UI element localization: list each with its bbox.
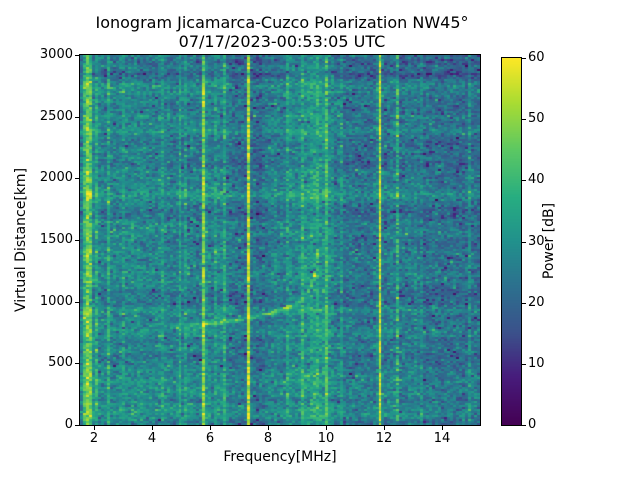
plot-area — [79, 54, 481, 426]
y-tick-label: 500 — [48, 355, 73, 370]
colorbar-tick-label: 0 — [528, 417, 537, 432]
x-axis-label: Frequency[MHz] — [223, 449, 337, 465]
colorbar-tick-label: 30 — [528, 234, 545, 249]
x-tick-label: 12 — [375, 431, 393, 446]
y-tick — [75, 363, 79, 364]
y-tick-label: 3000 — [39, 47, 73, 62]
x-tick — [442, 426, 443, 430]
ionogram-heatmap — [80, 55, 480, 425]
x-tick — [326, 426, 327, 430]
colorbar-gradient — [502, 58, 521, 425]
x-tick — [210, 426, 211, 430]
x-tick — [384, 426, 385, 430]
colorbar-tick-label: 50 — [528, 111, 545, 126]
colorbar-tick-label: 60 — [528, 50, 545, 65]
y-tick-label: 1000 — [39, 294, 73, 309]
y-tick — [75, 55, 79, 56]
y-tick-label: 2000 — [39, 170, 73, 185]
y-tick-label: 2500 — [39, 109, 73, 124]
y-tick-label: 1500 — [39, 232, 73, 247]
x-tick-label: 6 — [205, 431, 215, 446]
chart-title: Ionogram Jicamarca-Cuzco Polarization NW… — [95, 13, 469, 32]
colorbar-tick — [522, 180, 526, 181]
y-tick — [75, 425, 79, 426]
colorbar-tick-label: 10 — [528, 356, 545, 371]
x-tick — [152, 426, 153, 430]
colorbar-tick — [522, 364, 526, 365]
x-tick-label: 4 — [147, 431, 157, 446]
colorbar-tick — [522, 119, 526, 120]
x-tick — [268, 426, 269, 430]
x-tick — [94, 426, 95, 430]
colorbar — [501, 57, 522, 426]
x-tick-label: 2 — [89, 431, 99, 446]
y-tick-label: 0 — [64, 417, 73, 432]
colorbar-tick — [522, 425, 526, 426]
y-tick — [75, 117, 79, 118]
colorbar-tick-label: 20 — [528, 295, 545, 310]
x-tick-label: 8 — [263, 431, 273, 446]
colorbar-tick — [522, 242, 526, 243]
colorbar-tick-label: 40 — [528, 172, 545, 187]
x-tick-label: 10 — [317, 431, 335, 446]
y-tick — [75, 240, 79, 241]
chart-subtitle: 07/17/2023-00:53:05 UTC — [178, 32, 386, 51]
colorbar-tick — [522, 303, 526, 304]
y-tick — [75, 178, 79, 179]
x-tick-label: 14 — [433, 431, 451, 446]
colorbar-tick — [522, 58, 526, 59]
y-tick — [75, 302, 79, 303]
